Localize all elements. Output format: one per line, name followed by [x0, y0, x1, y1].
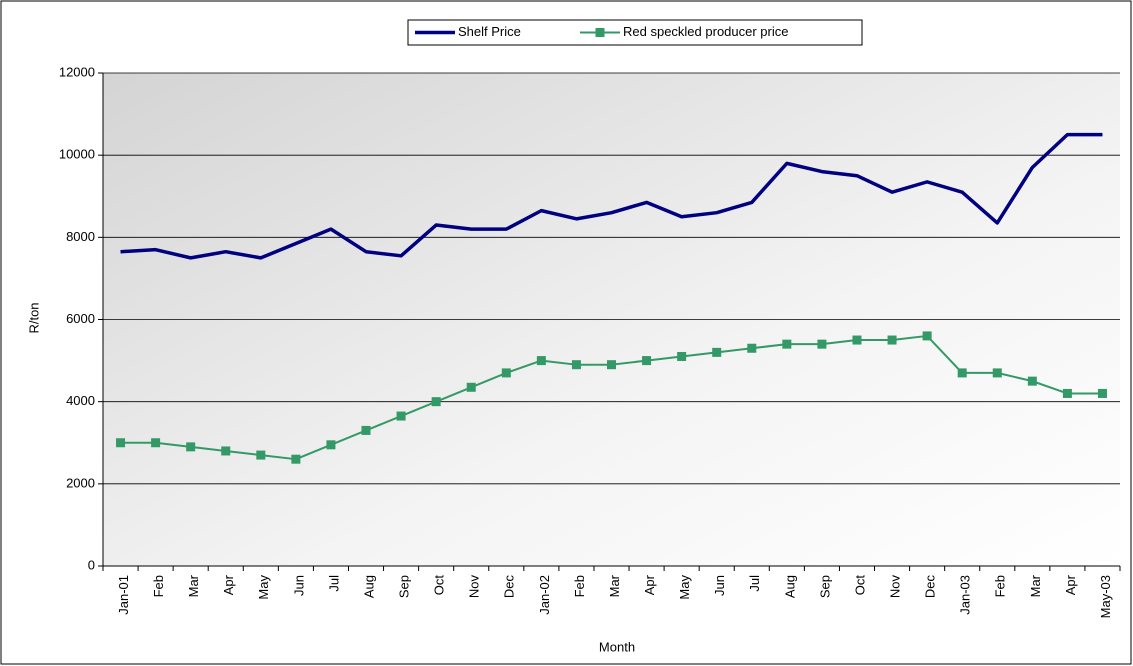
- x-tick-label: Dec: [923, 575, 938, 599]
- point-marker: [607, 360, 616, 370]
- x-tick-label: Mar: [607, 574, 622, 597]
- point-marker: [326, 440, 336, 450]
- y-tick-label: 10000: [59, 147, 95, 162]
- point-marker: [887, 335, 897, 345]
- x-tick-label: Feb: [993, 575, 1008, 597]
- x-tick-label: Jul: [326, 575, 341, 592]
- y-tick-label: 6000: [66, 311, 95, 326]
- point-marker: [642, 356, 652, 366]
- x-tick-label: Mar: [186, 574, 201, 597]
- point-marker: [151, 438, 161, 448]
- x-tick-label: May-03: [1098, 575, 1113, 618]
- y-tick-label: 8000: [66, 229, 95, 244]
- point-marker: [256, 450, 266, 460]
- point-marker: [957, 368, 967, 378]
- x-tick-label: Dec: [502, 575, 517, 599]
- point-marker: [221, 446, 231, 456]
- point-marker: [677, 351, 687, 361]
- point-marker: [361, 425, 371, 435]
- x-tick-label: Mar: [1028, 574, 1043, 597]
- point-marker: [817, 339, 827, 349]
- point-marker: [1097, 388, 1107, 398]
- point-marker: [396, 411, 406, 421]
- legend-label: Shelf Price: [458, 24, 521, 39]
- x-tick-label: Nov: [467, 575, 482, 599]
- x-tick-label: Sep: [817, 575, 832, 598]
- series-line: [120, 132, 1103, 260]
- x-tick-label: Jan-03: [958, 575, 973, 615]
- y-tick-label: 4000: [66, 393, 95, 408]
- x-tick-label: Oct: [432, 575, 447, 596]
- point-marker: [291, 454, 301, 464]
- point-marker: [712, 347, 722, 357]
- point-marker: [571, 360, 581, 370]
- point-marker: [782, 339, 792, 349]
- x-tick-label: May: [677, 575, 692, 600]
- x-tick-label: Jan-02: [537, 575, 552, 615]
- legend-marker: [595, 28, 605, 37]
- x-tick-label: Jul: [747, 575, 762, 592]
- legend-label: Red speckled producer price: [623, 24, 788, 39]
- x-tick-label: Jan-01: [116, 575, 131, 615]
- point-marker: [922, 331, 932, 341]
- point-marker: [536, 356, 546, 366]
- x-tick-label: Oct: [852, 575, 867, 596]
- point-marker: [431, 397, 441, 407]
- x-tick-label: Feb: [572, 575, 587, 597]
- x-tick-label: Jun: [291, 575, 306, 596]
- point-marker: [1027, 376, 1037, 386]
- point-marker: [116, 438, 126, 448]
- x-axis-title: Month: [599, 639, 635, 654]
- x-tick-label: Apr: [221, 574, 236, 595]
- y-tick-label: 2000: [66, 475, 95, 490]
- x-tick-label: Apr: [1063, 574, 1078, 595]
- point-marker: [747, 343, 757, 353]
- x-tick-label: Apr: [642, 574, 657, 595]
- legend-box: [407, 19, 863, 46]
- y-tick-label: 0: [88, 557, 95, 572]
- point-marker: [1062, 388, 1072, 398]
- x-tick-label: Nov: [887, 575, 902, 599]
- point-marker: [501, 368, 511, 378]
- y-axis-title: R/ton: [26, 302, 41, 333]
- y-tick-label: 12000: [59, 64, 95, 79]
- x-tick-label: Feb: [151, 575, 166, 597]
- point-marker: [186, 442, 196, 452]
- x-tick-label: Aug: [782, 575, 797, 598]
- x-tick-label: Sep: [397, 575, 412, 598]
- point-marker: [992, 368, 1002, 378]
- x-tick-label: Aug: [361, 575, 376, 598]
- point-marker: [466, 382, 476, 392]
- x-tick-label: May: [256, 575, 271, 600]
- point-marker: [852, 335, 862, 345]
- x-tick-label: Jun: [712, 575, 727, 596]
